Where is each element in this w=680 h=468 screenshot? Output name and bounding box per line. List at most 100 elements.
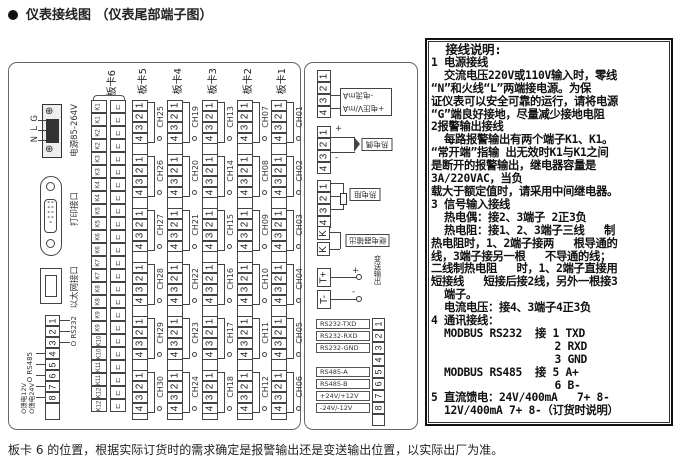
comm-terminal-2: 2 — [45, 326, 60, 337]
board6-contact-icon: ⊏ — [110, 347, 126, 360]
output-minus-label: - — [352, 287, 356, 297]
bracket — [218, 318, 224, 319]
board6-cell: K1 — [91, 100, 107, 113]
terminal-cell-CH07-2-text: 2 — [239, 113, 251, 120]
bracket — [148, 264, 154, 265]
channel-label: CH12 — [261, 376, 270, 398]
thermocouple-junction-icon — [354, 137, 360, 152]
comm-row-label: RS485-A — [316, 367, 370, 377]
notes-line: 3 信号输入接线 — [431, 197, 510, 211]
board6-contact-icon: ⊏ — [110, 139, 126, 152]
bracket — [189, 156, 190, 197]
terminal-cell-CH03-4: 4 — [271, 241, 287, 252]
board6-cell-text: K10 — [96, 348, 102, 359]
bracket — [154, 264, 155, 305]
comm-terminal-blank — [45, 403, 60, 420]
board6-cell-text: K1 — [96, 115, 102, 124]
terminal-cell-CH12-1-text: 1 — [239, 372, 251, 379]
terminal-cell-CH10-1-text: 1 — [239, 264, 251, 271]
terminal-cell-CH24-4: 4 — [167, 403, 183, 414]
notes-line: MODBUS RS232 接 1 TXD — [431, 326, 586, 340]
comm-wire — [36, 375, 45, 376]
terminal-cell-CH27-1: 1 — [132, 208, 148, 219]
terminal-cell-CH21-4-text: 4 — [169, 243, 181, 250]
terminal-cell-CH12-2: 2 — [237, 381, 253, 392]
channel-circle-icon — [296, 244, 301, 249]
comm-row-number-6: 6 — [372, 378, 385, 390]
terminal-cell-CH12-3: 3 — [237, 392, 253, 403]
terminal-cell-CH02-2: 2 — [271, 165, 287, 176]
board6-cell: K2 — [91, 126, 107, 139]
channel-circle-icon — [262, 244, 267, 249]
bracket — [224, 264, 225, 305]
terminal-cell-CH18-4-text: 4 — [204, 405, 216, 412]
board6-cell: K10 — [91, 347, 107, 360]
terminal-cell-CH08-1-text: 1 — [239, 156, 251, 163]
terminal-cell-CH28-3: 3 — [132, 284, 148, 295]
terminal-cell-CH21-2: 2 — [167, 219, 183, 230]
terminal-cell-CH07-4: 4 — [237, 133, 253, 144]
channel-label: CH13 — [226, 106, 235, 128]
terminal-cell-CH21-1: 1 — [167, 208, 183, 219]
board6-contact-icon-text: ⊏ — [115, 402, 122, 409]
board-label: 板卡4 — [173, 68, 184, 95]
wiring-notes-panel: 接线说明: 1 电源接线 交流电压220V或110V输入时，零线 “N”和火线“L”… — [425, 38, 673, 426]
comm-terminal-4-text: 4 — [47, 350, 58, 357]
terminal-cell-CH21-2-text: 2 — [169, 221, 181, 228]
bracket — [224, 318, 225, 359]
db9-print-port-icon: ∘∘ ∘∘ ∘∘ ∘∘ ∘ — [40, 176, 62, 256]
bracket — [183, 412, 189, 413]
terminal-cell-CH24-2: 2 — [167, 381, 183, 392]
terminal-cell-CH02-3: 3 — [271, 176, 287, 187]
board6-contact-icon: ⊏ — [110, 373, 126, 386]
terminal-cell-CH26-2: 2 — [132, 165, 148, 176]
notes-line: 3A/220VAC，当负 — [431, 172, 523, 186]
legend-terminal-2-3-text: 3 — [318, 207, 330, 213]
channel-label: CH30 — [156, 376, 165, 398]
board6-contact-icon: ⊏ — [110, 256, 126, 269]
board6-contact-icon: ⊏ — [110, 295, 126, 308]
terminal-cell-CH11-2: 2 — [237, 327, 253, 338]
comm-row-number-8-text: 8 — [373, 405, 384, 411]
bracket — [183, 102, 189, 103]
legend-terminal-1-1: 1 — [317, 126, 331, 138]
terminal-cell-CH13-1-text: 1 — [204, 102, 216, 109]
terminal-cell-CH10-2-text: 2 — [239, 275, 251, 282]
terminal-cell-CH21-1-text: 1 — [169, 210, 181, 217]
channel-circle-icon — [227, 352, 232, 357]
terminal-cell-CH01-4: 4 — [271, 133, 287, 144]
terminal-cell-CH08-4: 4 — [237, 187, 253, 198]
channel-circle-icon — [157, 244, 162, 249]
channel-circle-icon — [262, 406, 267, 411]
bracket — [154, 210, 155, 251]
terminal-cell-CH25-3: 3 — [132, 122, 148, 133]
channel-label: CH23 — [191, 322, 200, 344]
comm-terminal-5: 5 — [45, 359, 60, 370]
legend-terminal-0-4: 4 — [317, 106, 331, 118]
board6-contact-icon-text: ⊏ — [115, 337, 122, 344]
terminal-cell-CH30-1: 1 — [132, 370, 148, 381]
terminal-cell-CH26-4-text: 4 — [134, 189, 146, 196]
bracket — [183, 318, 189, 319]
terminal-cell-CH23-2: 2 — [167, 327, 183, 338]
comm-row-number-5: 5 — [372, 366, 385, 378]
notes-line: “N”和火线“L”两端接电源。为保 — [431, 81, 591, 95]
terminal-cell-CH14-3: 3 — [202, 176, 218, 187]
comm-row-label: RS232-RXD — [316, 331, 370, 341]
terminal-cell-CH13-2: 2 — [202, 111, 218, 122]
bracket — [148, 142, 154, 143]
board6-contact-icon-text: ⊏ — [115, 324, 122, 331]
notes-line: 是断开的报警输出，继电器容量是 — [431, 159, 596, 173]
rs232-label: O RS232 — [70, 316, 78, 347]
terminal-cell-CH05-2-text: 2 — [273, 329, 285, 336]
board6-cell: K12 — [91, 386, 107, 399]
board6-cell: K9 — [91, 321, 107, 334]
board6-cell: K9 — [91, 308, 107, 321]
terminal-cell-CH28-3-text: 3 — [134, 286, 146, 293]
terminal-cell-CH10-4: 4 — [237, 295, 253, 306]
terminal-cell-CH13-3-text: 3 — [204, 124, 216, 131]
legend-terminal-1-3-text: 3 — [318, 153, 330, 159]
terminal-cell-CH30-4: 4 — [132, 403, 148, 414]
terminal-cell-CH29-4-text: 4 — [134, 351, 146, 358]
terminal-cell-CH05-3-text: 3 — [273, 340, 285, 347]
